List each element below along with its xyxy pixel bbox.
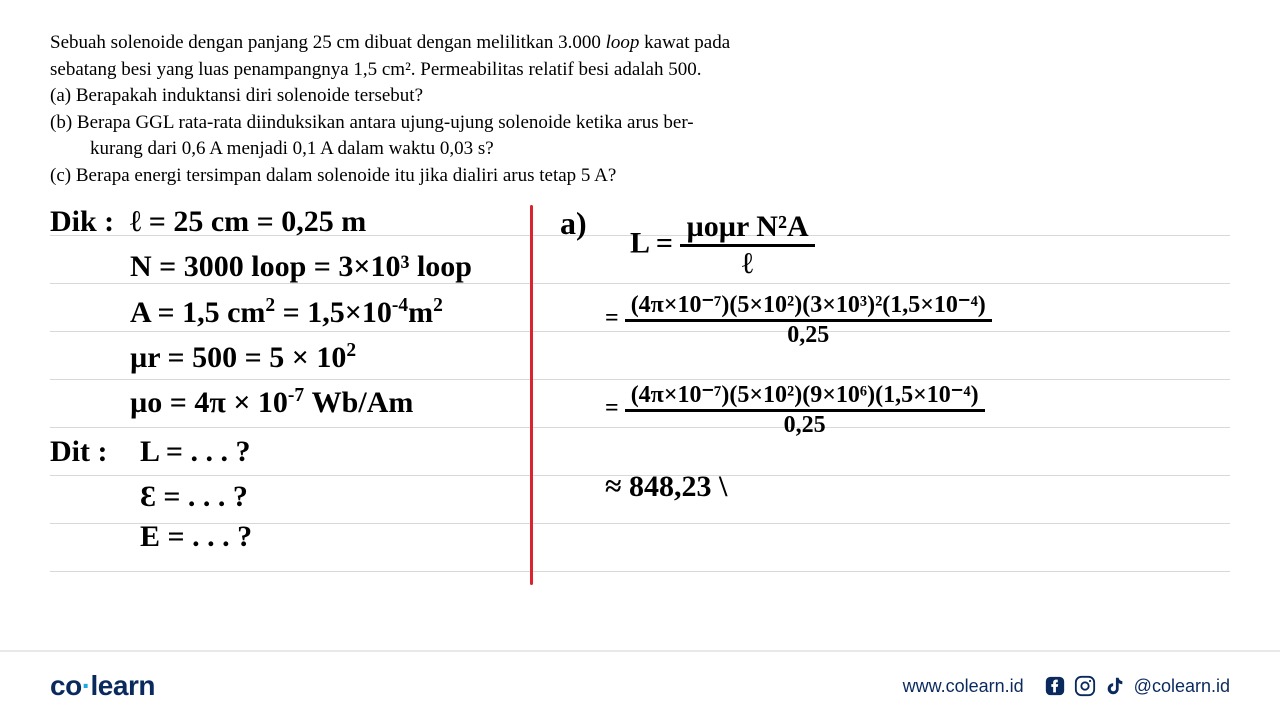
f3n: (4π×10⁻⁷)(5×10²)(9×10⁶)(1,5×10⁻⁴) (625, 380, 985, 409)
ga-pre: A = 1,5 cm (130, 296, 265, 329)
ga-s2: -4 (392, 295, 408, 316)
f2n: (4π×10⁻⁷)(5×10²)(3×10³)²(1,5×10⁻⁴) (625, 290, 992, 319)
f2d: 0,25 (625, 319, 992, 349)
logo: co·learn (50, 670, 155, 702)
facebook-icon (1044, 675, 1066, 697)
f3d: 0,25 (625, 409, 985, 439)
problem-b2: kurang dari 0,6 A menjadi 0,1 A dalam wa… (50, 136, 1230, 163)
handwriting-workspace: Dik : ℓ = 25 cm = 0,25 m N = 3000 loop =… (50, 205, 1230, 605)
ga-s1: 2 (265, 295, 275, 316)
formula-L: L = µoµr N²A ℓ (630, 210, 815, 281)
ga-mid: = 1,5×10 (275, 296, 392, 329)
dit-label: Dit : (50, 435, 107, 469)
footer-handle: @colearn.id (1134, 676, 1230, 697)
frac-3: (4π×10⁻⁷)(5×10²)(9×10⁶)(1,5×10⁻⁴) 0,25 (625, 380, 985, 439)
logo-dot: · (82, 670, 91, 701)
logo-co: co (50, 670, 82, 701)
gmo-s: -7 (288, 385, 304, 406)
given-mr: µr = 500 = 5 × 102 (130, 340, 356, 375)
answer-a-label: a) (560, 205, 587, 242)
dik-label: Dik : (50, 205, 114, 239)
result: ≈ 848,23 \ (605, 470, 727, 504)
given-n: N = 3000 loop = 3×10³ loop (130, 250, 472, 284)
given-mo: µo = 4π × 10-7 Wb/Am (130, 385, 413, 420)
eq3: = (605, 395, 625, 421)
problem-c: (c) Berapa energi tersimpan dalam soleno… (50, 163, 1230, 190)
pl1b: kawat pada (639, 32, 730, 53)
pl1em: loop (606, 32, 640, 53)
problem-b: (b) Berapa GGL rata-rata diinduksikan an… (50, 110, 1230, 137)
asked-L: L = . . . ? (140, 435, 250, 469)
problem-text: Sebuah solenoide dengan panjang 25 cm di… (0, 0, 1280, 200)
eq2: = (605, 305, 625, 331)
gmr-pre: µr = 500 = 5 × 10 (130, 341, 346, 374)
tiktok-icon (1104, 675, 1126, 697)
ga-post: m (408, 296, 433, 329)
gmr-s: 2 (346, 340, 356, 361)
frac-2: (4π×10⁻⁷)(5×10²)(3×10³)²(1,5×10⁻⁴) 0,25 (625, 290, 992, 349)
footer: co·learn www.colearn.id @colearn.id (0, 650, 1280, 720)
social-icons: @colearn.id (1044, 675, 1230, 697)
pl1a: Sebuah solenoide dengan panjang 25 cm di… (50, 32, 606, 53)
problem-a: (a) Berapakah induktansi diri solenoide … (50, 83, 1230, 110)
vertical-divider (530, 205, 533, 585)
footer-url: www.colearn.id (903, 676, 1024, 697)
Leq: L = (630, 226, 673, 259)
given-a: A = 1,5 cm2 = 1,5×10-4m2 (130, 295, 443, 330)
problem-line-2: sebatang besi yang luas penampangnya 1,5… (50, 57, 1230, 84)
ga-s3: 2 (433, 295, 443, 316)
step-2: = (4π×10⁻⁷)(5×10²)(3×10³)²(1,5×10⁻⁴) 0,2… (605, 290, 992, 349)
given-l: ℓ = 25 cm = 0,25 m (130, 205, 366, 239)
frac-1: µoµr N²A ℓ (680, 210, 814, 281)
f1d: ℓ (680, 244, 814, 281)
step-3: = (4π×10⁻⁷)(5×10²)(9×10⁶)(1,5×10⁻⁴) 0,25 (605, 380, 985, 439)
asked-eps: Ɛ = . . . ? (140, 480, 248, 514)
problem-line-1: Sebuah solenoide dengan panjang 25 cm di… (50, 30, 1230, 57)
logo-learn: learn (91, 670, 155, 701)
asked-E: E = . . . ? (140, 520, 252, 554)
footer-right: www.colearn.id @colearn.id (903, 675, 1230, 697)
gmo-post: Wb/Am (304, 386, 413, 419)
gmo-pre: µo = 4π × 10 (130, 386, 288, 419)
instagram-icon (1074, 675, 1096, 697)
f1n: µoµr N²A (680, 210, 814, 244)
